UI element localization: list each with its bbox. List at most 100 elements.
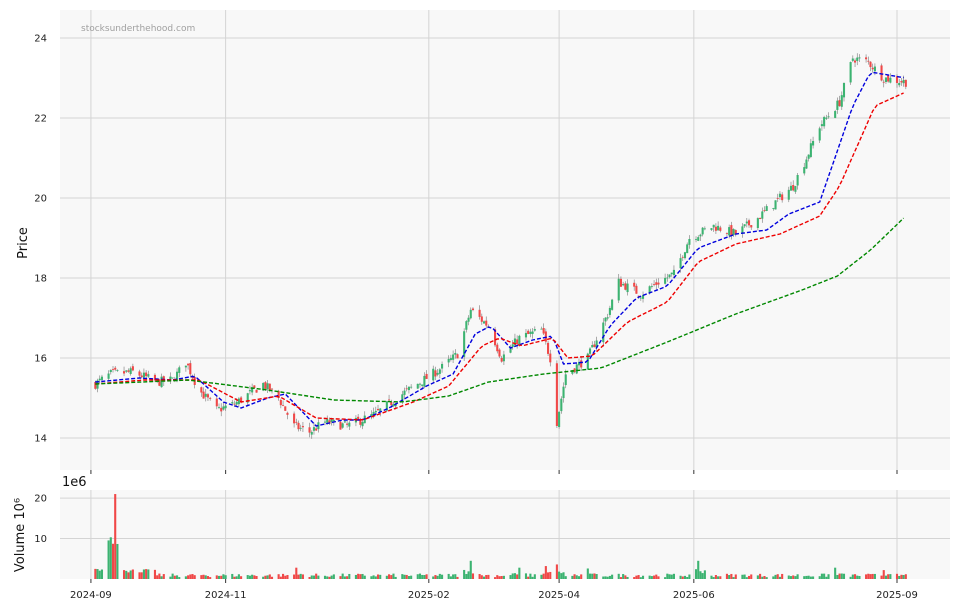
candle-body [246, 393, 249, 403]
volume-bar [447, 573, 450, 579]
volume-bar [423, 575, 426, 579]
volume-bar [664, 577, 667, 579]
candle-body [310, 431, 313, 435]
volume-bar [604, 576, 607, 579]
candle-body [509, 348, 512, 353]
volume-bar [500, 576, 503, 579]
candle-body [549, 353, 552, 363]
volume-y-ticks: 10 20 [34, 494, 47, 545]
volume-bar [728, 575, 731, 579]
volume-bar [127, 572, 130, 579]
volume-bar [284, 575, 287, 579]
volume-bar [694, 569, 698, 579]
candle-body [730, 225, 733, 236]
candle-body [626, 283, 629, 293]
candle-body [220, 407, 223, 412]
candle-body [547, 342, 550, 354]
candle-body [478, 309, 481, 317]
candle-body [301, 426, 304, 428]
candle-body [277, 390, 280, 398]
volume-bar [100, 569, 104, 579]
volume-bar [564, 576, 567, 579]
candle-body [560, 398, 563, 412]
candle-body [834, 111, 837, 118]
candle-body [160, 376, 163, 388]
volume-bar [670, 574, 673, 579]
volume-bar [562, 572, 565, 579]
candle-body [385, 401, 388, 411]
volume-bar [856, 575, 859, 579]
ma-short-line [95, 71, 904, 427]
volume-bar [655, 574, 658, 579]
volume-bar [107, 540, 110, 579]
volume-bar [498, 576, 501, 579]
candle-body [447, 358, 450, 363]
candle-body [423, 375, 426, 387]
candle-body [856, 57, 859, 62]
candle-body [145, 372, 148, 377]
candle-body [295, 421, 298, 423]
candle-body [544, 331, 547, 342]
volume-bar [668, 574, 671, 579]
candle-body [895, 76, 899, 83]
volume-bar [747, 575, 751, 579]
volume-bar [686, 577, 689, 579]
candle-body [772, 208, 775, 209]
volume-bar [745, 577, 748, 579]
volume-bar [882, 570, 885, 579]
candle-body [390, 402, 393, 406]
candle-body [516, 339, 519, 345]
candle-body [202, 391, 205, 399]
price-panel-background [60, 10, 950, 470]
x-tick-label: 2025-06 [673, 590, 715, 601]
candle-body [346, 423, 349, 425]
volume-bar [341, 573, 344, 579]
volume-bar [169, 576, 172, 579]
candle-body [701, 227, 704, 235]
candle-body [664, 277, 667, 284]
volume-bar [485, 575, 488, 579]
candle-body [513, 338, 516, 346]
candle-body [904, 79, 907, 87]
volume-bar [323, 575, 327, 579]
volume-bar [253, 575, 256, 579]
volume-bar [379, 574, 382, 579]
volume-bar [657, 576, 660, 579]
volume-bar [359, 574, 362, 579]
volume-bar [812, 576, 815, 579]
candle-body [463, 331, 466, 357]
candle-body [416, 383, 419, 389]
candle-body [670, 272, 673, 275]
candle-body [719, 227, 722, 231]
volume-bar [648, 575, 651, 579]
candle-body [840, 95, 843, 107]
volume-bar [531, 576, 534, 579]
volume-bar [116, 543, 119, 579]
candle-body [712, 224, 715, 228]
volume-bar [162, 574, 165, 579]
candle-body [114, 367, 117, 370]
candle-body [747, 220, 751, 226]
moving-average-lines [95, 71, 905, 427]
volume-bar [363, 575, 366, 579]
candle-body [449, 358, 452, 360]
volume-bar [650, 576, 653, 579]
volume-bar [869, 574, 872, 579]
volume-bar [637, 575, 640, 579]
volume-bar [761, 576, 764, 579]
volume-bar [96, 569, 99, 579]
candle-body [842, 82, 846, 98]
price-y-ticks: 14 16 18 20 22 24 [34, 34, 47, 445]
volume-bar [871, 573, 874, 579]
volume-bar [425, 574, 428, 579]
volume-bar [818, 576, 821, 579]
volume-bar [805, 575, 808, 579]
candle-body [142, 372, 145, 378]
volume-bar [641, 575, 645, 579]
candle-body [374, 410, 377, 413]
candle-body [867, 60, 870, 62]
volume-bar [796, 574, 799, 579]
candle-body [871, 67, 874, 70]
candle-body [639, 297, 642, 299]
candle-body [200, 387, 203, 393]
